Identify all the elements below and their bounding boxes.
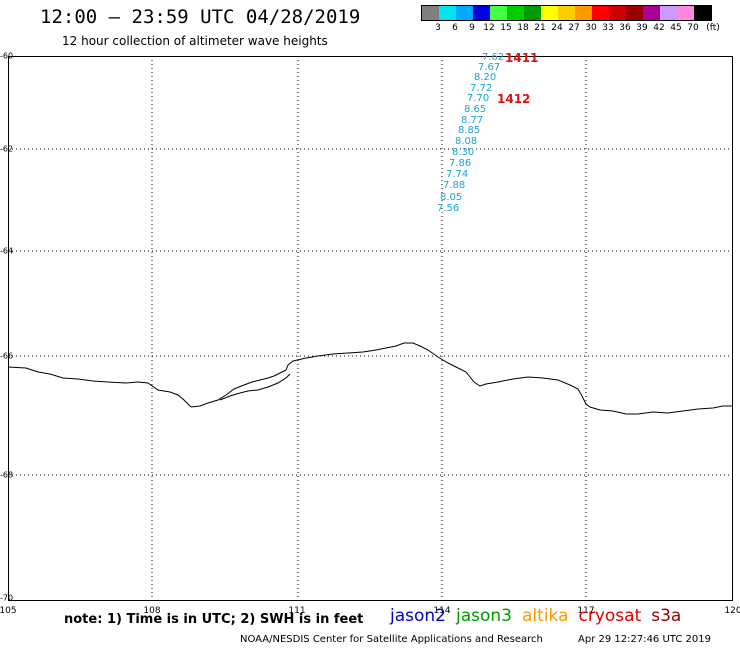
scale-swatch [660, 6, 677, 20]
scale-label: 27 [568, 23, 580, 33]
wave-height-label: 8.30 [452, 147, 475, 158]
map-canvas [8, 56, 733, 601]
legend-cryosat: cryosat [578, 606, 642, 626]
generated-timestamp: Apr 29 12:27:46 UTC 2019 [578, 634, 711, 645]
footer-note: note: 1) Time is in UTC; 2) SWH is in fe… [64, 612, 364, 627]
lat-label: -70 [0, 593, 14, 603]
scale-swatch [456, 6, 473, 20]
scale-swatch [592, 6, 609, 20]
lat-label: -60 [0, 51, 14, 61]
scale-swatch [541, 6, 558, 20]
lon-label: 105 [0, 606, 17, 616]
scale-swatch [609, 6, 626, 20]
map-title: 12:00 – 23:59 UTC 04/28/2019 [40, 6, 361, 28]
scale-label: 30 [585, 23, 597, 33]
wave-height-label: 8.77 [461, 115, 484, 126]
wave-height-color-scale: 3 6 9 12 15 18 21 24 27 30 33 36 39 42 45 70 (ft) [421, 5, 720, 33]
wave-height-label: 8.85 [458, 125, 481, 136]
scale-label: (ft) [706, 23, 720, 33]
map-frame [8, 56, 733, 601]
scale-swatch [558, 6, 575, 20]
wave-height-label: 7.86 [449, 158, 472, 169]
scale-label: 3 [435, 23, 441, 33]
credit-line: NOAA/NESDIS Center for Satellite Applica… [240, 634, 543, 645]
lat-label: -62 [0, 144, 14, 154]
scale-swatch [490, 6, 507, 20]
scale-label: 6 [452, 23, 458, 33]
legend-jason2: jason2 [390, 606, 446, 626]
scale-swatch [575, 6, 592, 20]
scale-swatch [524, 6, 541, 20]
lon-label: 120 [724, 606, 740, 616]
scale-label: 9 [469, 23, 475, 33]
scale-label: 36 [619, 23, 631, 33]
color-scale-labels: 3 6 9 12 15 18 21 24 27 30 33 36 39 42 45 70 (ft) [421, 21, 720, 33]
scale-label: 24 [551, 23, 563, 33]
wave-height-label: 8.08 [455, 136, 478, 147]
scale-swatch [694, 6, 711, 20]
legend-s3a: s3a [651, 606, 682, 626]
wave-height-label: 7.67 [478, 62, 501, 73]
wave-height-label: 7.70 [467, 93, 490, 104]
scale-label: 15 [500, 23, 512, 33]
scale-swatch [439, 6, 456, 20]
wave-height-label: 8.65 [464, 104, 487, 115]
wave-height-label: 7.74 [446, 169, 469, 180]
scale-label: 42 [653, 23, 665, 33]
wave-height-label: 8.05 [440, 192, 463, 203]
wave-height-label: 7.56 [437, 203, 460, 214]
lon-label: 111 [288, 606, 306, 616]
lat-label: -64 [0, 246, 14, 256]
scale-swatch [643, 6, 660, 20]
scale-label: 45 [670, 23, 682, 33]
lon-label: 108 [143, 606, 161, 616]
coastline-inlet [219, 373, 291, 401]
pass-number-label: 1411 [505, 51, 539, 65]
scale-swatch [473, 6, 490, 20]
legend-altika: altika [522, 606, 569, 626]
scale-swatch [422, 6, 439, 20]
color-scale-swatches [421, 5, 712, 21]
satellite-legend: jason2 jason3 altika cryosat s3a [390, 606, 681, 626]
scale-label: 70 [687, 23, 699, 33]
scale-label: 18 [517, 23, 529, 33]
wave-height-label: 7.88 [443, 180, 466, 191]
scale-label: 12 [483, 23, 495, 33]
legend-jason3: jason3 [456, 606, 512, 626]
lat-label: -66 [0, 351, 14, 361]
lat-label: -68 [0, 470, 14, 480]
scale-label: 21 [534, 23, 546, 33]
map-subtitle: 12 hour collection of altimeter wave hei… [62, 34, 328, 48]
scale-swatch [677, 6, 694, 20]
wave-height-label: 7.72 [470, 83, 493, 94]
graticule [8, 56, 733, 601]
wave-height-label: 7.62 [482, 52, 505, 63]
lon-label: 114 [433, 606, 451, 616]
scale-label: 39 [636, 23, 648, 33]
antarctic-coastline [8, 342, 733, 415]
scale-swatch [626, 6, 643, 20]
pass-number-label: 1412 [497, 92, 531, 106]
scale-swatch [507, 6, 524, 20]
lon-label: 117 [577, 606, 595, 616]
scale-label: 33 [602, 23, 614, 33]
wave-height-label: 8.20 [474, 72, 497, 83]
